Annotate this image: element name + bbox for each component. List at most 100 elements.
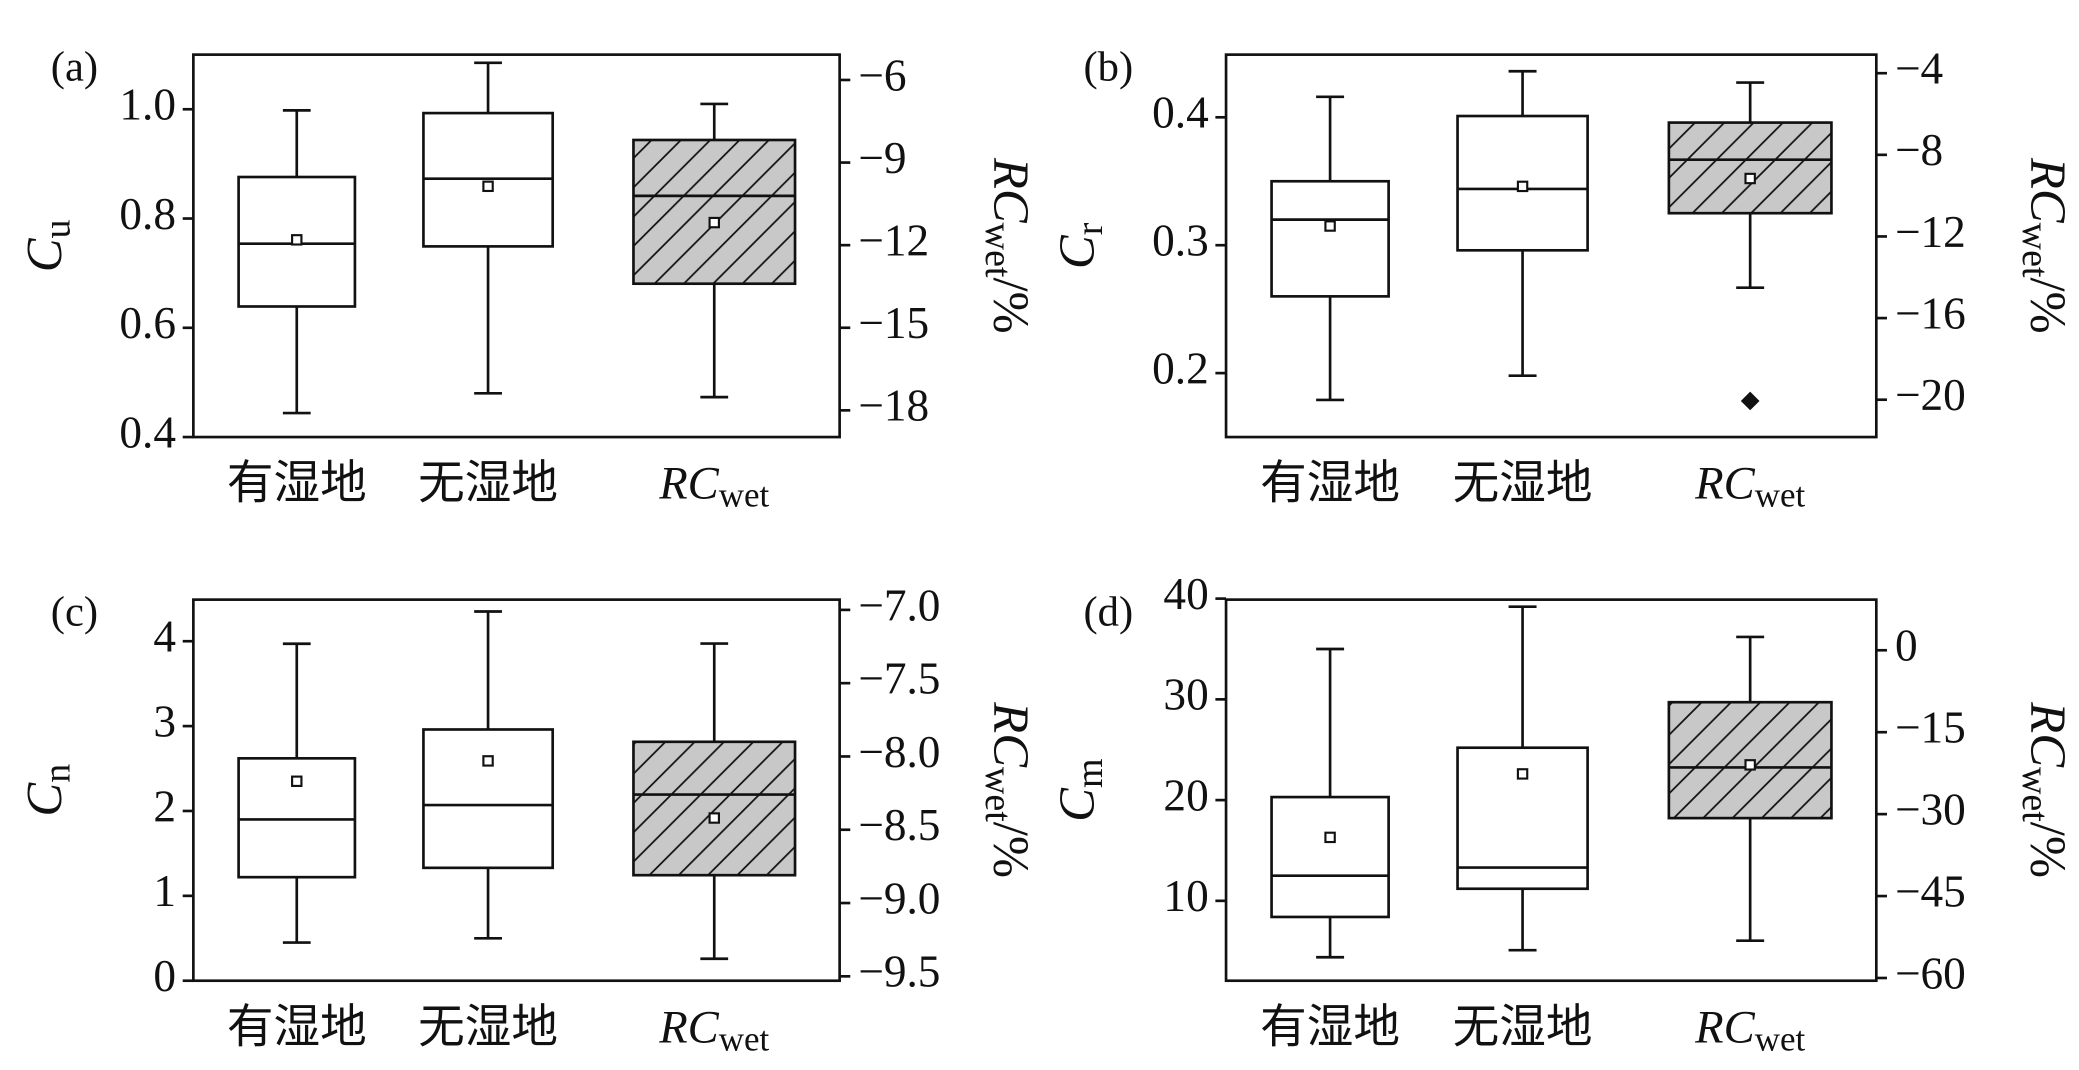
y-axis-label: Cn <box>16 764 78 817</box>
y2-tick-label: −60 <box>1895 948 1966 998</box>
x-tick-label: RCwet <box>1694 457 1805 514</box>
y-tick-label: 0.3 <box>1152 216 1209 266</box>
x-tick-label-sub: wet <box>719 1019 770 1058</box>
y-tick-label: 4 <box>153 612 176 662</box>
mean <box>1744 172 1756 185</box>
mean <box>708 216 720 229</box>
y2-tick-label: −16 <box>1895 288 1966 338</box>
y2-tick-label: −9.5 <box>858 947 940 997</box>
box <box>422 728 555 870</box>
y-axis-label: Cr <box>1049 222 1111 269</box>
y2-tick-label: −8 <box>1895 125 1943 175</box>
box <box>1270 795 1390 919</box>
y2-tick-label: −8.5 <box>858 800 940 850</box>
mean <box>482 755 494 767</box>
y2-tick-label: −20 <box>1895 370 1966 420</box>
y-tick-label: 10 <box>1163 871 1208 921</box>
x-tick-label-sub: wet <box>1755 475 1806 514</box>
y2-tick-label: −8.0 <box>858 727 940 777</box>
x-tick-label-main: 有湿地 <box>1260 457 1400 509</box>
y2-tick-label: −4 <box>1895 44 1943 94</box>
mean <box>1516 768 1529 780</box>
y2-tick-label: −18 <box>858 381 929 431</box>
y2-axis-label: RCwet/% <box>2014 157 2076 334</box>
y2-tick-label: 0 <box>1895 621 1918 671</box>
y-tick-label: 3 <box>153 696 176 746</box>
y2-axis-label-sub: wet <box>977 767 1019 822</box>
y-axis-label-main: C <box>16 237 72 272</box>
y-axis-label-main: C <box>16 782 72 817</box>
y2-axis-label-sub: wet <box>2014 223 2056 278</box>
y2-axis-label: RCwet/% <box>977 157 1039 334</box>
box-hatch <box>1668 122 1832 214</box>
y2-axis-label: RCwet/% <box>977 701 1039 878</box>
y-tick-label: 2 <box>153 781 176 831</box>
panel-label: (a) <box>51 43 98 90</box>
y2-tick-label: −7.0 <box>858 580 940 630</box>
x-tick-label-sub: wet <box>1755 1019 1806 1058</box>
y2-tick-label: −15 <box>858 298 929 348</box>
y2-tick-label: −6 <box>858 50 906 100</box>
x-tick-label: RCwet <box>658 1001 769 1058</box>
y2-tick-label: −12 <box>858 216 929 266</box>
x-tick-label: 有湿地 <box>227 457 367 509</box>
y-tick-label: 1 <box>153 866 176 916</box>
box <box>1270 179 1390 298</box>
y2-axis-label-suffix: /% <box>984 822 1040 878</box>
box-hatch <box>633 741 796 876</box>
y2-tick-label: −15 <box>1895 703 1966 753</box>
y-tick-label: 20 <box>1163 770 1208 820</box>
y2-axis-label-main: RC <box>984 701 1040 768</box>
x-tick-label-main: 有湿地 <box>1260 1001 1400 1053</box>
x-tick-label-main: 无湿地 <box>418 1001 558 1053</box>
x-tick-label: RCwet <box>658 457 769 514</box>
panel-label: (c) <box>51 588 98 635</box>
x-tick-label-main: RC <box>658 1001 719 1053</box>
y-tick-label: 0.2 <box>1152 344 1209 394</box>
y2-axis-label-sub: wet <box>2014 767 2056 822</box>
mean <box>1744 759 1756 771</box>
y-tick-label: 1.0 <box>119 80 176 130</box>
y2-tick-label: −9.0 <box>858 873 940 923</box>
outlier <box>1740 391 1760 411</box>
x-tick-label-main: 有湿地 <box>227 1001 367 1053</box>
box-hatch <box>633 139 796 284</box>
y2-tick-label: −30 <box>1895 785 1966 835</box>
mean <box>1516 180 1529 193</box>
x-tick-label-main: 无湿地 <box>1453 1001 1593 1053</box>
x-tick-label: 无湿地 <box>418 457 558 509</box>
x-tick-label: 无湿地 <box>1453 457 1593 509</box>
y2-axis-label: RCwet/% <box>2014 701 2076 878</box>
y-axis-label-sub: u <box>37 219 79 238</box>
x-tick-label: 有湿地 <box>1260 457 1400 509</box>
y-axis-label-main: C <box>1049 234 1105 269</box>
x-tick-label: RCwet <box>1694 1001 1805 1058</box>
y2-axis-label-suffix: /% <box>984 277 1040 333</box>
y2-axis-label-suffix: /% <box>2020 277 2076 333</box>
y-tick-label: 40 <box>1163 569 1208 619</box>
y-tick-label: 0.6 <box>119 298 176 348</box>
y2-axis-label-main: RC <box>2020 701 2076 768</box>
x-tick-label: 无湿地 <box>418 1001 558 1053</box>
mean <box>1324 831 1336 844</box>
mean <box>1324 220 1336 232</box>
mean <box>291 775 303 787</box>
y-axis-label-sub: m <box>1069 759 1111 789</box>
x-tick-label-main: RC <box>1694 1001 1755 1053</box>
y-axis-label-main: C <box>1049 787 1105 822</box>
plot-frame <box>192 598 841 983</box>
y2-tick-label: −12 <box>1895 207 1966 257</box>
mean <box>482 180 494 193</box>
x-tick-label-sub: wet <box>719 475 770 514</box>
x-tick-label-main: RC <box>658 457 719 509</box>
plot-frame <box>1224 598 1878 983</box>
y2-axis-label-main: RC <box>2020 157 2076 224</box>
x-tick-label: 无湿地 <box>1453 1001 1593 1053</box>
x-tick-label-main: RC <box>1694 457 1755 509</box>
mean <box>291 234 303 246</box>
y-tick-label: 30 <box>1163 670 1208 720</box>
y-axis-label-sub: n <box>37 764 79 783</box>
panel-label: (d) <box>1083 588 1133 635</box>
y2-axis-label-sub: wet <box>977 223 1019 278</box>
